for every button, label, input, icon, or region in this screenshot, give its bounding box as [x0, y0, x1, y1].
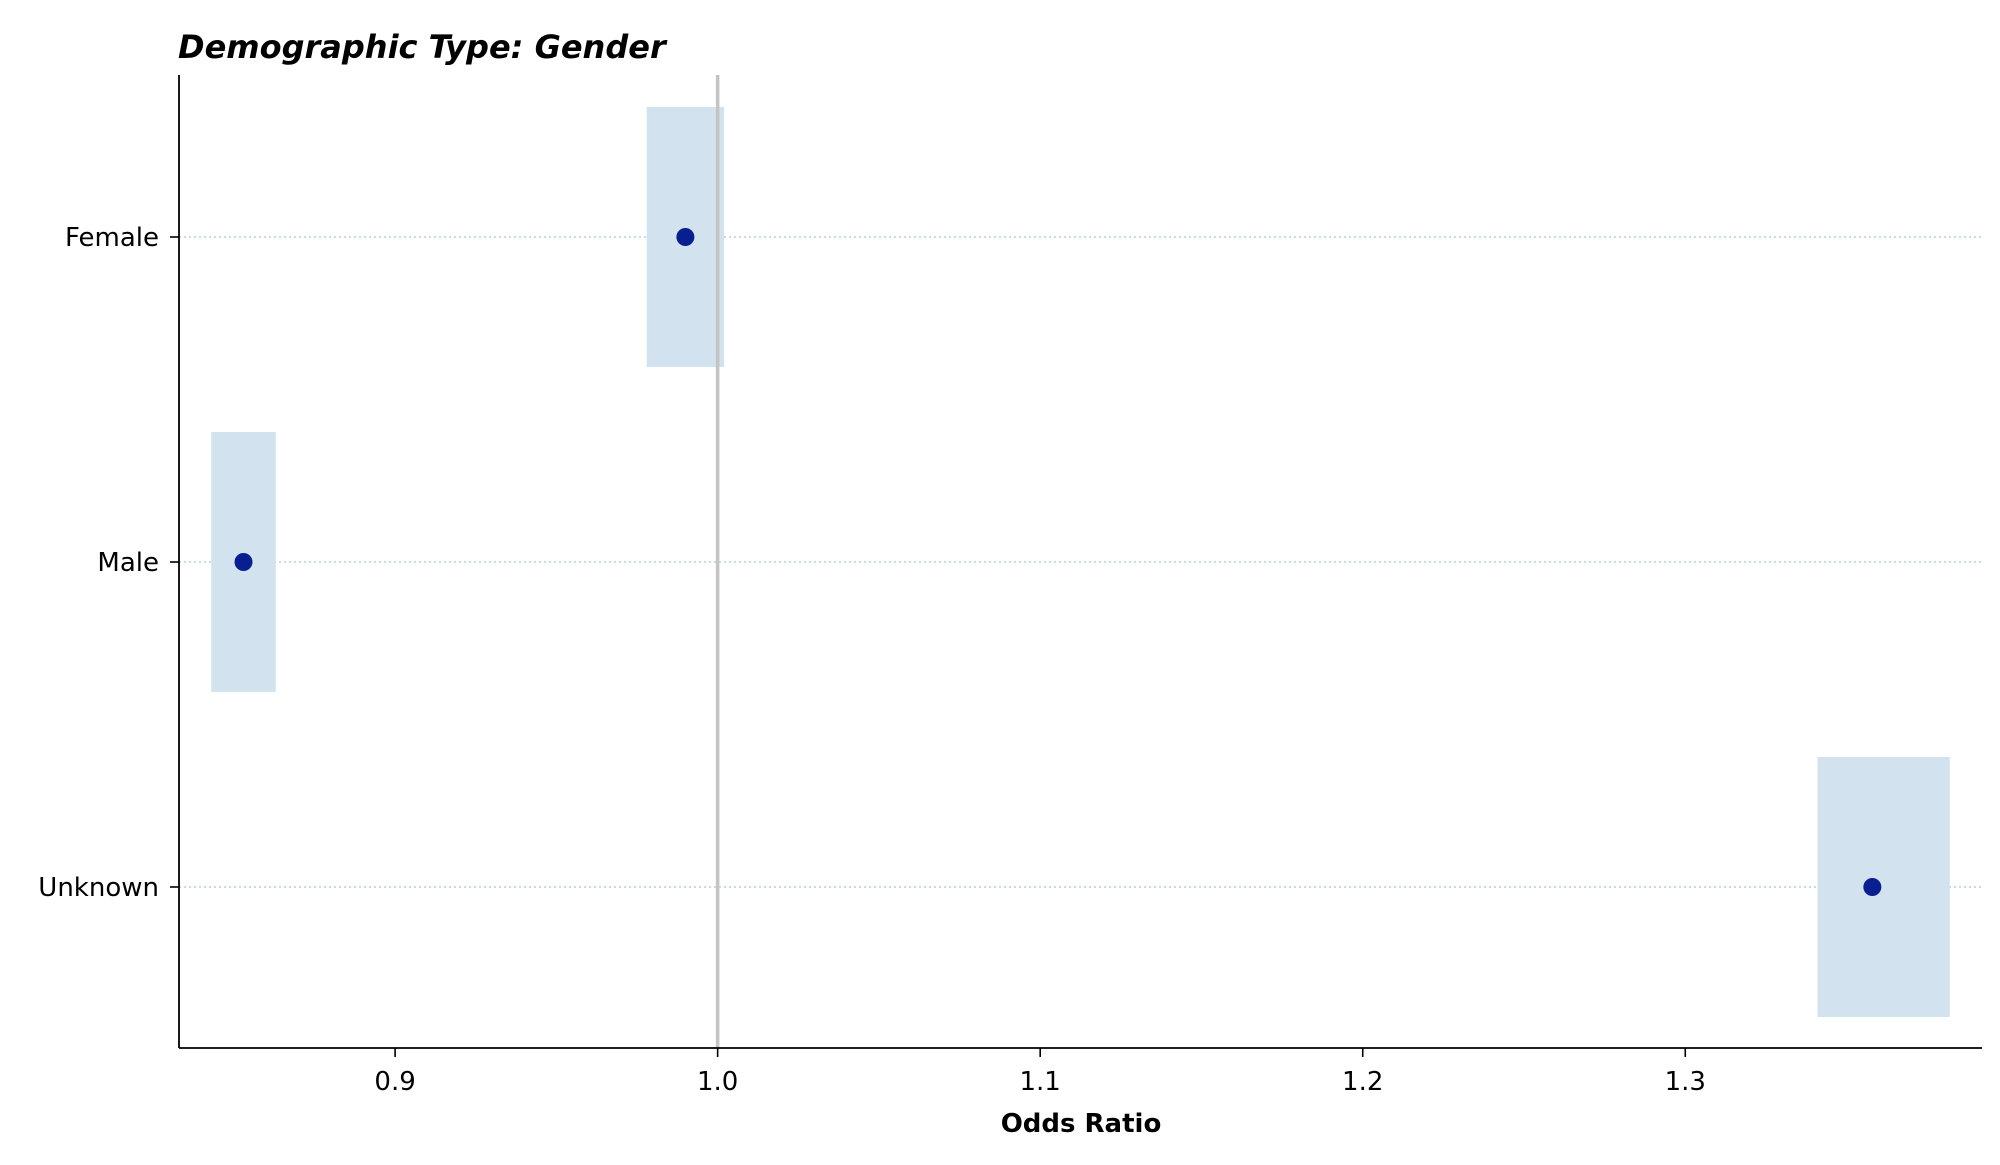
point-unknown [1863, 878, 1882, 896]
x-tick-label-0: 0.9 [374, 1067, 415, 1097]
x-axis-label: Odds Ratio [1001, 1109, 1162, 1139]
x-tick-label-2: 1.1 [1020, 1067, 1061, 1097]
point-female [676, 228, 695, 246]
y-tick-label-female: Female [65, 223, 159, 253]
data-points [234, 228, 1882, 896]
axes: Female Male Unknown 0.9 1.0 1.1 1.2 1.3 [38, 75, 1982, 1097]
point-male [234, 553, 253, 571]
y-tick-label-unknown: Unknown [38, 873, 159, 903]
x-tick-label-4: 1.3 [1665, 1067, 1706, 1097]
ci-band-unknown [1817, 757, 1950, 1017]
gridlines [179, 236, 1982, 888]
x-tick-label-1: 1.0 [697, 1067, 738, 1097]
x-tick-label-3: 1.2 [1342, 1067, 1383, 1097]
confidence-intervals [211, 107, 1950, 1017]
chart-title: Demographic Type: Gender [178, 28, 668, 66]
y-tick-label-male: Male [97, 548, 159, 578]
